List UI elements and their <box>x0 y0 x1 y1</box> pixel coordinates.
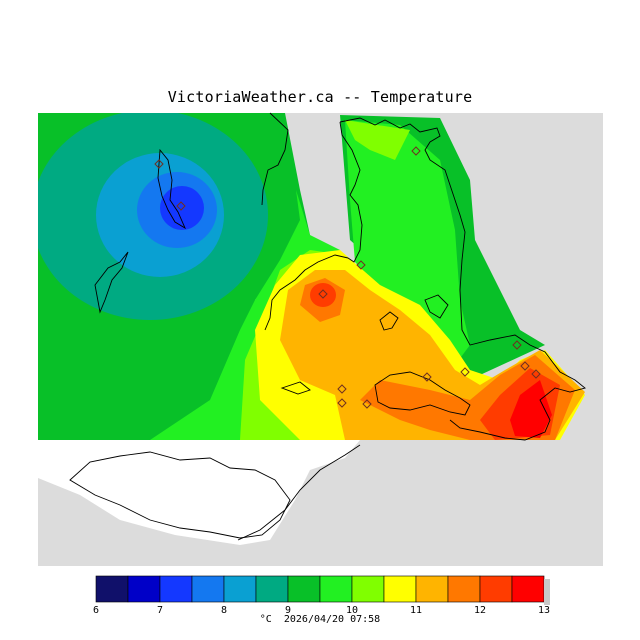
legend-shadow <box>544 579 550 605</box>
stations <box>154 146 541 409</box>
station-marker <box>520 361 530 371</box>
coastline-south-shore <box>237 444 361 541</box>
coastlines <box>69 112 586 541</box>
coastline-harbour <box>374 371 471 416</box>
coastline-west <box>261 112 289 206</box>
legend-swatch <box>95 575 129 603</box>
legend-swatch <box>415 575 449 603</box>
legend-swatch <box>447 575 481 603</box>
legend-swatch <box>255 575 289 603</box>
legend-tick-label: 10 <box>346 605 358 616</box>
timestamp: 2026/04/20 07:58 <box>283 614 381 625</box>
coastline-saanich <box>339 117 586 441</box>
station-marker <box>531 369 541 379</box>
legend-tick-label: 8 <box>221 605 227 616</box>
contour-band-7-75 <box>160 186 204 230</box>
station-marker <box>318 289 328 299</box>
coastline-island-west <box>157 148 186 230</box>
station-marker <box>460 367 470 377</box>
coastline-island-small <box>94 251 129 314</box>
coastline-south-island <box>69 451 291 539</box>
land-blank-area <box>38 440 360 545</box>
legend-swatch <box>287 575 321 603</box>
legend-tick-label: 12 <box>474 605 486 616</box>
map-title: VictoriaWeather.ca -- Temperature <box>167 88 473 106</box>
legend-swatch <box>511 575 545 603</box>
station-marker <box>176 201 186 211</box>
coastline-islet-1 <box>379 311 399 331</box>
contour-band-13-plus <box>510 380 552 438</box>
legend-swatch <box>191 575 225 603</box>
station-marker <box>337 384 347 394</box>
contour-band-125-13-west <box>310 283 336 307</box>
coastline-islet-2 <box>424 294 449 319</box>
legend-swatch <box>319 575 353 603</box>
legend-tick-label: 7 <box>157 605 163 616</box>
legend-colorbar: 6 7 8 9 10 11 12 13 <box>93 575 550 616</box>
station-marker <box>337 398 347 408</box>
legend-caption: °C 2026/04/20 07:58 <box>0 614 640 625</box>
legend-swatch <box>351 575 385 603</box>
station-marker <box>512 340 522 350</box>
legend-swatch <box>479 575 513 603</box>
legend-swatch <box>223 575 257 603</box>
coastline-islet-3 <box>280 381 311 395</box>
coastline-peninsula-west <box>339 121 363 263</box>
coastline-inlet <box>264 254 349 331</box>
legend-swatch <box>127 575 161 603</box>
legend-tick-label: 13 <box>538 605 550 616</box>
station-marker <box>422 372 432 382</box>
station-marker <box>356 260 366 270</box>
contour-band-east-105-11 <box>345 120 410 160</box>
legend-unit: °C <box>259 614 272 625</box>
legend-swatch <box>383 575 417 603</box>
station-marker <box>362 399 372 409</box>
legend-tick-label: 6 <box>93 605 99 616</box>
legend-swatch <box>159 575 193 603</box>
contour-band-east-10-105 <box>345 120 470 365</box>
temperature-contours <box>38 113 585 545</box>
legend-tick-label: 9 <box>285 605 291 616</box>
station-marker <box>154 159 164 169</box>
legend-tick-label: 11 <box>410 605 422 616</box>
station-marker <box>411 146 421 156</box>
